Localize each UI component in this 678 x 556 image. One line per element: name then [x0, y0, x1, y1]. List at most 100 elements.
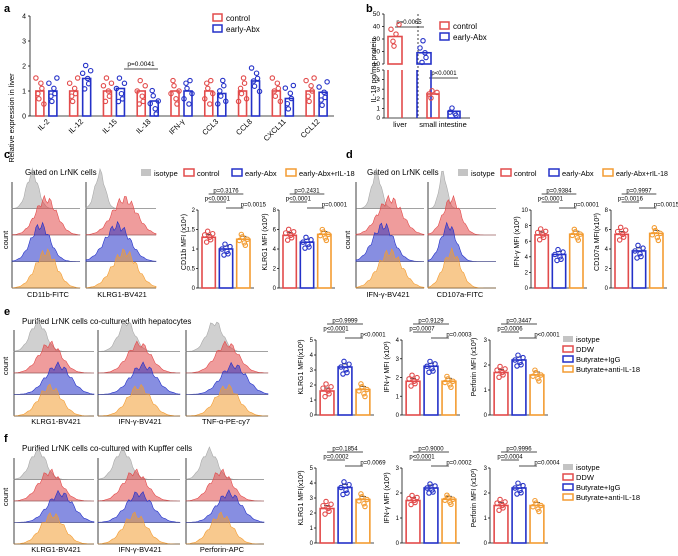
- replicate-dot: [390, 38, 396, 45]
- p-value-label: p=0.9000: [418, 447, 444, 453]
- y-tick-label: 2: [525, 271, 529, 277]
- x-tick-label: IFN-γ: [167, 117, 187, 137]
- panel-c-bar-chart-2: 0 2 4 6 8 p=0.2431 p<0.0001 p=0.0001: [273, 189, 348, 293]
- histogram-anti-il18: [185, 383, 269, 417]
- replicate-dot: [430, 368, 436, 374]
- bar-early-abx-ril-18: [568, 233, 584, 289]
- bar-early-abx-ril-18: [648, 232, 664, 289]
- panel-e-bar1-ylabel: KLRG1 MFI(x10³): [298, 339, 305, 394]
- replicate-dot: [414, 494, 420, 501]
- legend-swatch-rIL18: [285, 168, 297, 177]
- replicate-dot: [36, 96, 42, 102]
- panel-f-bar-chart-1: 0 1 2 3 4 5 p=0.1854 p=0.0002 p=0.0069: [310, 447, 387, 548]
- histogram-rIL18: [85, 248, 157, 289]
- replicate-dot: [275, 85, 282, 92]
- replicate-dot: [210, 90, 216, 97]
- y-tick-label: 1: [484, 388, 488, 394]
- replicate-dot: [537, 226, 544, 232]
- y-tick-label: 0: [605, 286, 609, 292]
- replicate-dot: [33, 75, 39, 81]
- replicate-dot: [614, 228, 621, 235]
- replicate-dot: [285, 226, 292, 233]
- y-tick-label: 1.5: [187, 228, 196, 234]
- replicate-dot: [430, 489, 436, 495]
- panel-a-ylabel: Relative expression in liver: [7, 73, 16, 163]
- replicate-dot: [424, 485, 430, 491]
- replicate-dot: [189, 90, 195, 97]
- histogram-butyrate-igg: [13, 361, 95, 395]
- legend-swatch-butyrate-igg: [562, 483, 574, 491]
- y-tick-label: 1: [310, 398, 314, 404]
- legend-swatch-early-abx: [439, 32, 450, 41]
- replicate-dot: [35, 90, 41, 97]
- replicate-dot: [51, 85, 57, 92]
- bar-control: [614, 233, 630, 289]
- replicate-dot: [450, 378, 456, 384]
- replicate-dot: [533, 369, 539, 376]
- replicate-dot: [68, 93, 75, 99]
- replicate-dot: [497, 363, 503, 370]
- histogram-anti-il18: [13, 383, 94, 417]
- replicate-dot: [39, 85, 45, 92]
- replicate-dot: [654, 234, 661, 241]
- replicate-dot: [150, 93, 156, 99]
- replicate-dot: [203, 239, 210, 245]
- replicate-dot: [552, 251, 558, 258]
- legend-label: control: [514, 169, 537, 178]
- legend-label: DDW: [576, 345, 595, 354]
- replicate-dot: [238, 90, 245, 97]
- replicate-dot: [79, 70, 86, 77]
- panel-c-flow-x2: KLRG1-BV421: [97, 290, 147, 299]
- replicate-dot: [328, 384, 334, 390]
- replicate-dot: [218, 93, 224, 99]
- replicate-dot: [356, 498, 362, 504]
- replicate-dot: [288, 235, 295, 241]
- replicate-dot: [569, 232, 576, 239]
- y-tick-label: 6: [273, 228, 277, 234]
- y-tick-label: 3: [484, 338, 488, 344]
- replicate-dot: [317, 232, 324, 239]
- replicate-dot: [140, 98, 146, 105]
- bar-control: [201, 236, 217, 289]
- replicate-dot: [225, 251, 231, 257]
- replicate-dot: [316, 84, 322, 90]
- replicate-dot: [303, 234, 309, 241]
- p-value-label: p<0.0001: [538, 197, 564, 203]
- replicate-dot: [649, 232, 656, 238]
- legend-swatch-isotype: [563, 464, 573, 470]
- replicate-dot: [207, 236, 214, 243]
- replicate-dot: [424, 363, 430, 369]
- legend-swatch-isotype: [458, 169, 468, 176]
- replicate-dot: [434, 89, 440, 96]
- legend-label: early-Abx: [562, 169, 594, 178]
- replicate-dot: [235, 98, 242, 105]
- replicate-dot: [155, 98, 161, 104]
- replicate-dot: [48, 93, 54, 99]
- replicate-dot: [577, 231, 584, 237]
- p-value-label: p=0.0004: [534, 461, 560, 467]
- replicate-dot: [184, 85, 190, 92]
- replicate-dot: [186, 101, 192, 107]
- replicate-dot: [328, 501, 334, 508]
- replicate-dot: [520, 354, 526, 361]
- replicate-dot: [250, 78, 257, 84]
- y-tick-label: 5: [376, 67, 380, 74]
- legend-swatch-early-abx: [231, 168, 243, 177]
- replicate-dot: [54, 75, 60, 81]
- replicate-dot: [412, 380, 418, 387]
- p-value-label: p=0.0015: [241, 203, 267, 209]
- replicate-dot: [558, 256, 564, 263]
- panel-d-count-label: count: [343, 230, 352, 249]
- panel-f-bar3-ylabel: Perforin MFI (x10³): [471, 469, 478, 528]
- replicate-dot: [530, 503, 536, 510]
- replicate-dot: [408, 383, 414, 389]
- y-tick-label: 3: [396, 357, 400, 363]
- replicate-dot: [500, 372, 506, 378]
- legend-label: early-Abx+rIL-18: [616, 171, 668, 178]
- y-tick-label: 0: [310, 541, 314, 547]
- replicate-dot: [341, 358, 347, 365]
- legend-swatch-control: [500, 168, 512, 177]
- replicate-dot: [343, 487, 349, 494]
- panel-e-flow-x2: IFN-γ-BV421: [118, 417, 161, 426]
